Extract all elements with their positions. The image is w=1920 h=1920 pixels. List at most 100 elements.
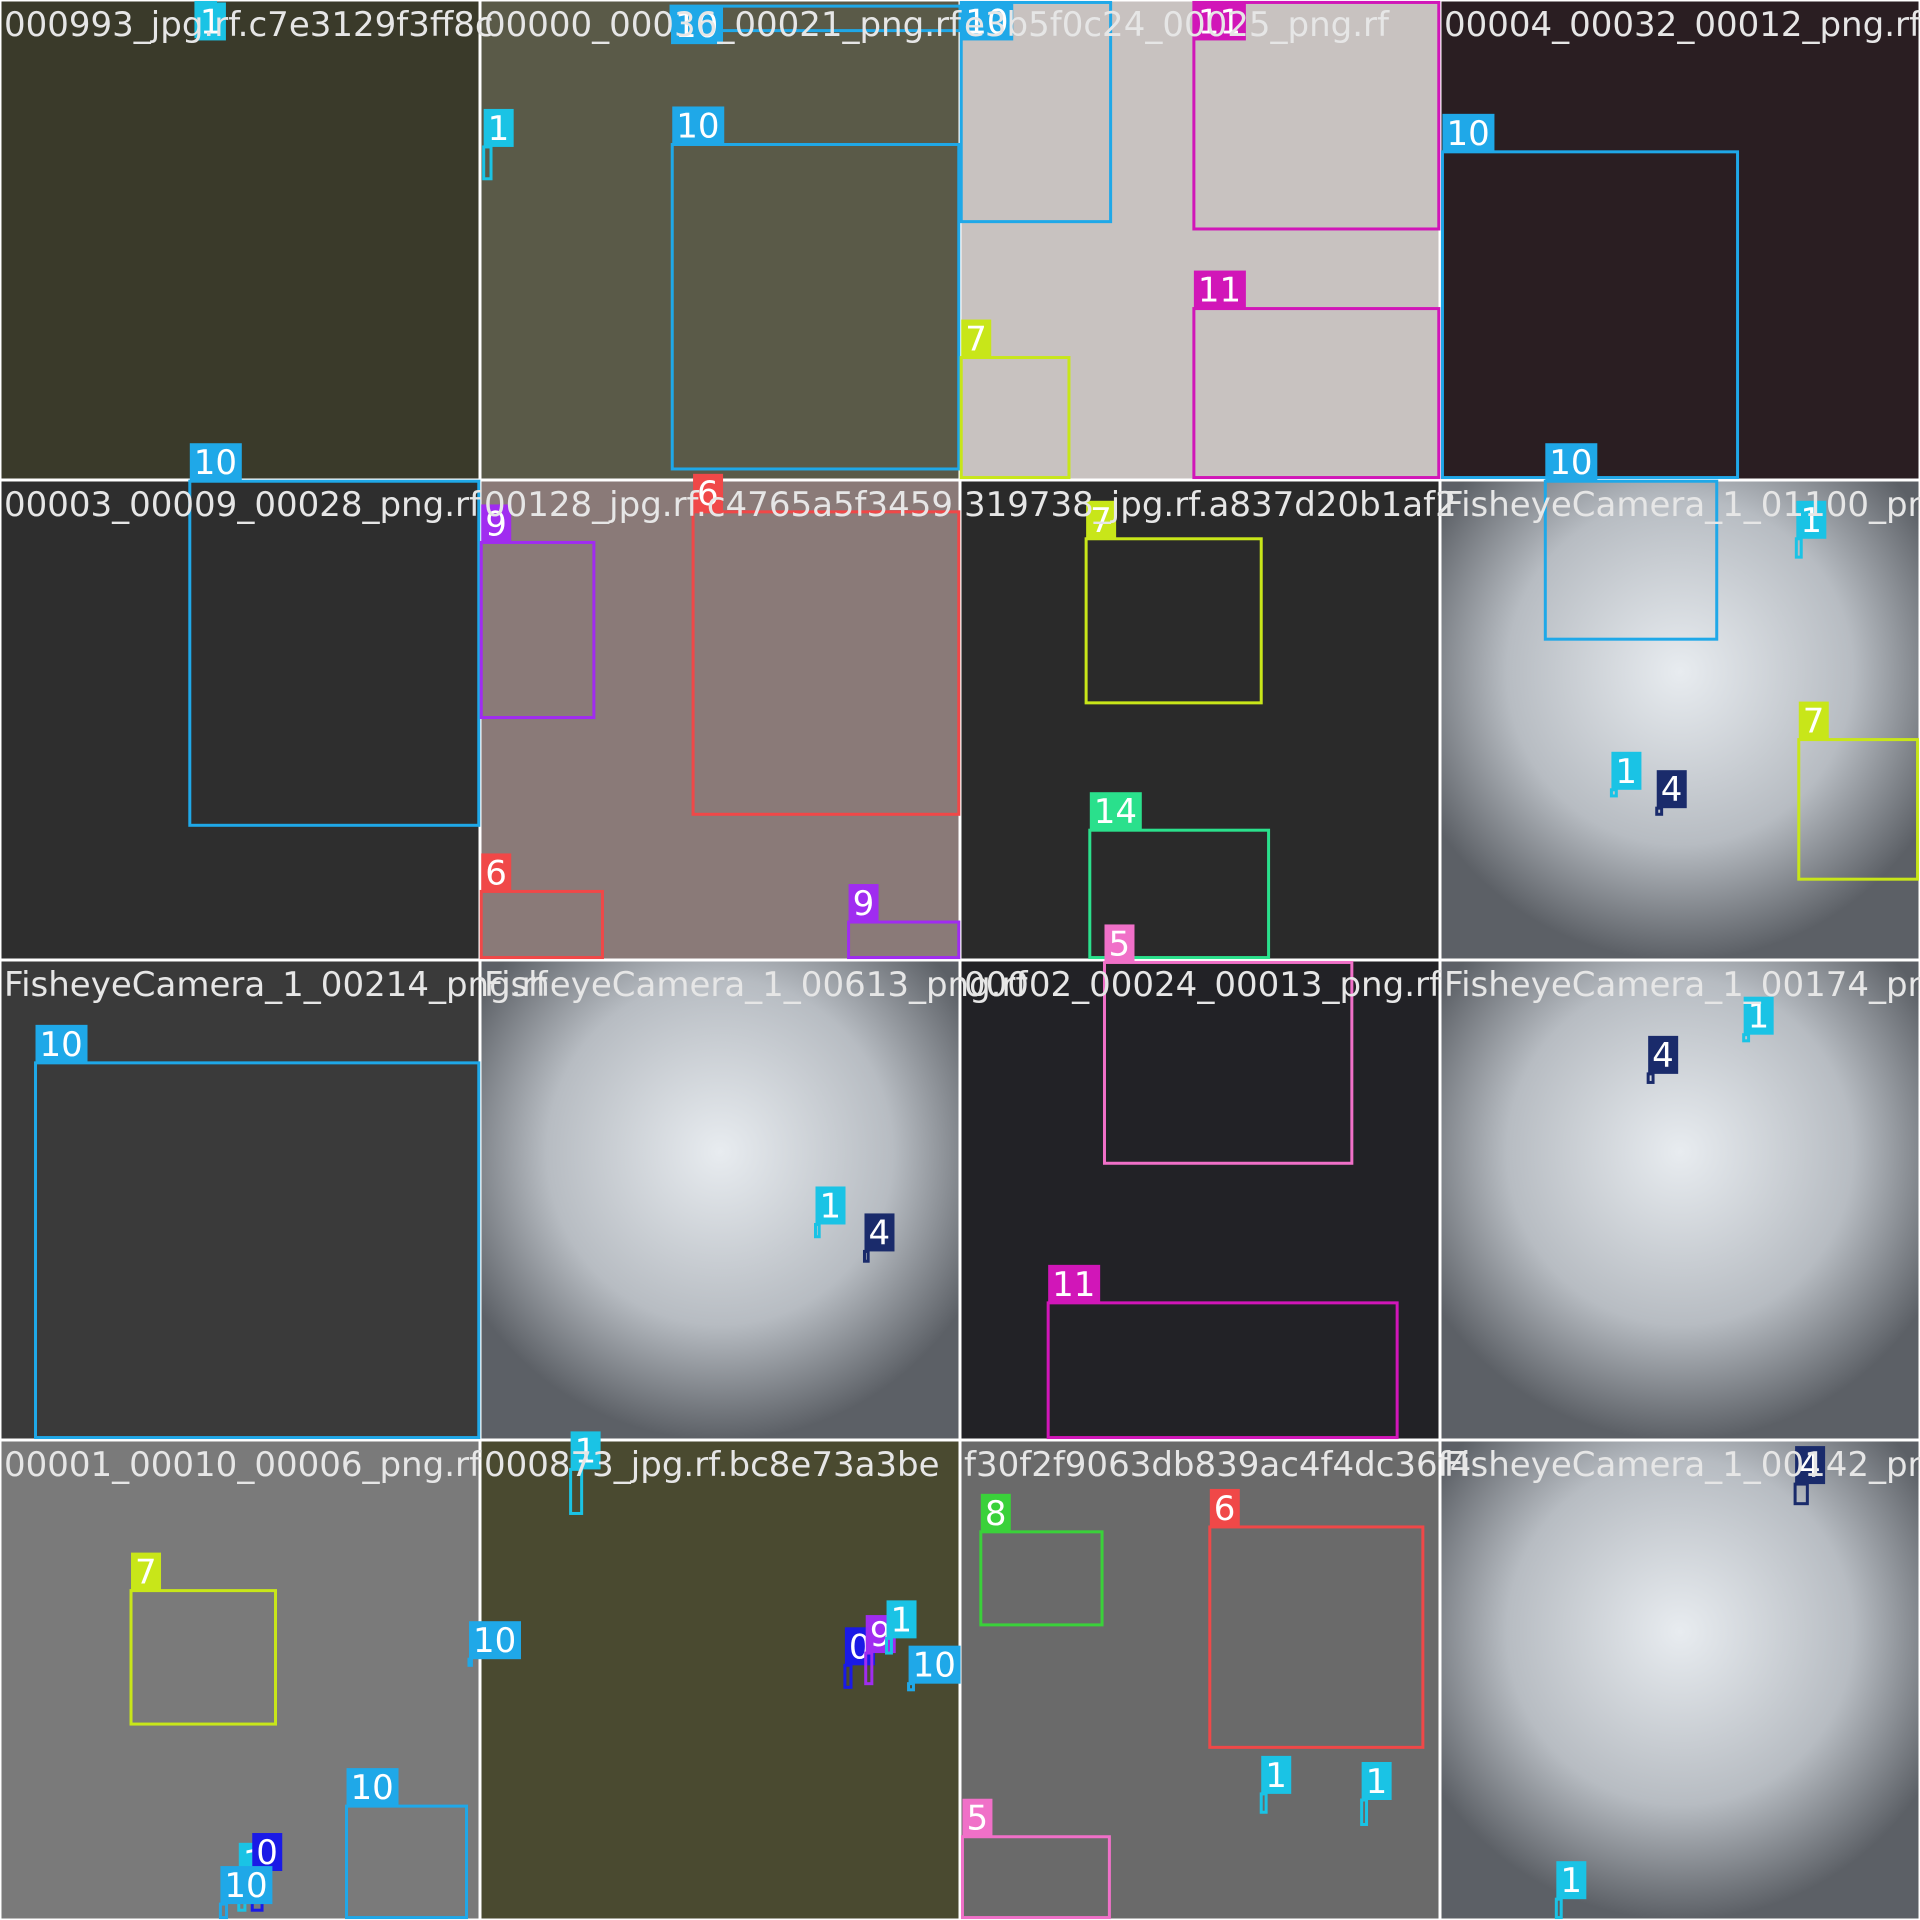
class-label-bg [1104,924,1135,963]
tile-filename: FisheyeCamera_1_01100_png.rf [1444,485,1920,525]
class-label: 11 [1198,271,1241,311]
class-label-bg [1648,1035,1679,1074]
class-label: 10 [675,6,718,46]
class-label: 10 [965,2,1008,42]
tile-image [1440,480,1920,960]
class-label: 10 [1549,443,1592,483]
tile-filename: 00003_00009_00028_png.rf [4,485,482,525]
class-label-bg [815,1186,846,1225]
class-label: 1 [1800,501,1822,541]
class-label: 1 [575,1431,597,1471]
bounding-box [1543,479,1719,641]
tile-filename: 000993_jpg.rf.c7e3129f3ff8c [4,5,494,45]
tile-filename: FisheyeCamera_1_00613_png.rf [484,965,1028,1005]
class-label-bg [1796,500,1827,539]
class-label: 1 [820,1186,842,1226]
tile-filename: 000873_jpg.rf.bc8e73a3be [484,1445,940,1485]
class-label-bg [1209,1488,1240,1527]
class-label: 1 [1560,1861,1582,1901]
class-label-bg [220,1866,273,1905]
class-label-bg [1261,1755,1292,1794]
class-label: 1 [1366,1762,1388,1802]
class-label: 11 [1198,2,1241,42]
bounding-box [1046,1301,1399,1440]
tile-image [480,0,960,480]
tile-filename: FisheyeCamera_1_00174_png.rf [1444,965,1920,1005]
class-label-bg [908,1645,961,1684]
bounding-box [1084,537,1263,705]
class-label-bg [1193,270,1246,309]
class-label-bg [35,1024,88,1063]
bounding-box [670,142,961,471]
class-label-bg [886,1600,917,1639]
bounding-box [1208,1525,1425,1749]
class-label-bg [1611,751,1642,790]
class-label: 1 [1265,1756,1287,1796]
bounding-box [1192,0,1441,231]
tile-image [480,480,960,960]
tile-filename: 00001_00010_00006_png.rf [4,1445,482,1485]
tile-border [1438,1438,1920,1920]
class-label: 10 [913,1646,956,1686]
class-label: 1 [891,1600,913,1640]
class-label-bg [1743,996,1774,1035]
class-label-bg [468,1621,521,1660]
class-label: 4 [1661,770,1683,810]
bounding-box [479,889,604,960]
bounding-box [959,356,1071,480]
class-label-bg [1193,2,1246,41]
tile-image [480,1440,960,1920]
class-label: 6 [697,474,719,514]
class-label-bg [252,1833,283,1872]
class-label: 4 [1652,1036,1674,1076]
class-label: 10 [1446,114,1489,154]
class-label-bg [1545,443,1598,482]
tile-filename: e3b5f0c24_00025_png.rf [964,5,1390,45]
tile-image [960,480,1440,960]
class-label-bg [980,1493,1011,1532]
bounding-box [847,920,961,960]
tile-image [1440,960,1920,1440]
class-label: 6 [485,853,507,893]
class-label-bg [189,443,242,482]
class-label-bg [1442,113,1495,152]
class-label-bg [962,1798,993,1837]
tile-filename: f30f2f9063db839ac4f4dc36f4 [964,1445,1471,1485]
tile-image [0,1440,480,1920]
class-label: 10 [194,443,237,483]
tile-image [0,480,480,960]
class-label-bg [346,1768,399,1807]
class-label: 10 [224,1866,267,1906]
class-label-bg [961,319,992,358]
class-label: 7 [1090,501,1112,541]
class-label: 14 [1094,792,1137,832]
tile-image [960,1440,1440,1920]
bounding-box [959,0,1113,224]
tile-filename: 319738_jpg.rf.a837d20b1af2 [964,485,1457,525]
tile-image [960,960,1440,1440]
class-label: 7 [965,320,987,360]
bounding-box [1192,307,1441,480]
class-label: 10 [676,106,719,146]
bounding-box [34,1061,481,1440]
class-label-bg [1361,1762,1392,1800]
class-label-bg [570,1431,601,1470]
tile-filename: 00002_00024_00013_png.rf [964,965,1442,1005]
tile-image [0,0,480,480]
tile-filename: 00000_00036_00021_png.rf [484,5,962,45]
tile-image [960,0,1440,480]
class-label: 10 [351,1768,394,1808]
class-label: 1 [1615,752,1637,792]
class-label-bg [483,108,514,147]
bounding-box [467,1657,473,1667]
class-label-bg [848,884,879,923]
class-label-bg [1089,792,1142,831]
class-label: 10 [40,1025,83,1065]
class-label-bg [961,2,1014,41]
bounding-box [1102,960,1354,1165]
bounding-box [129,1589,278,1726]
class-label: 9 [853,884,875,924]
class-label: 7 [1803,702,1825,742]
